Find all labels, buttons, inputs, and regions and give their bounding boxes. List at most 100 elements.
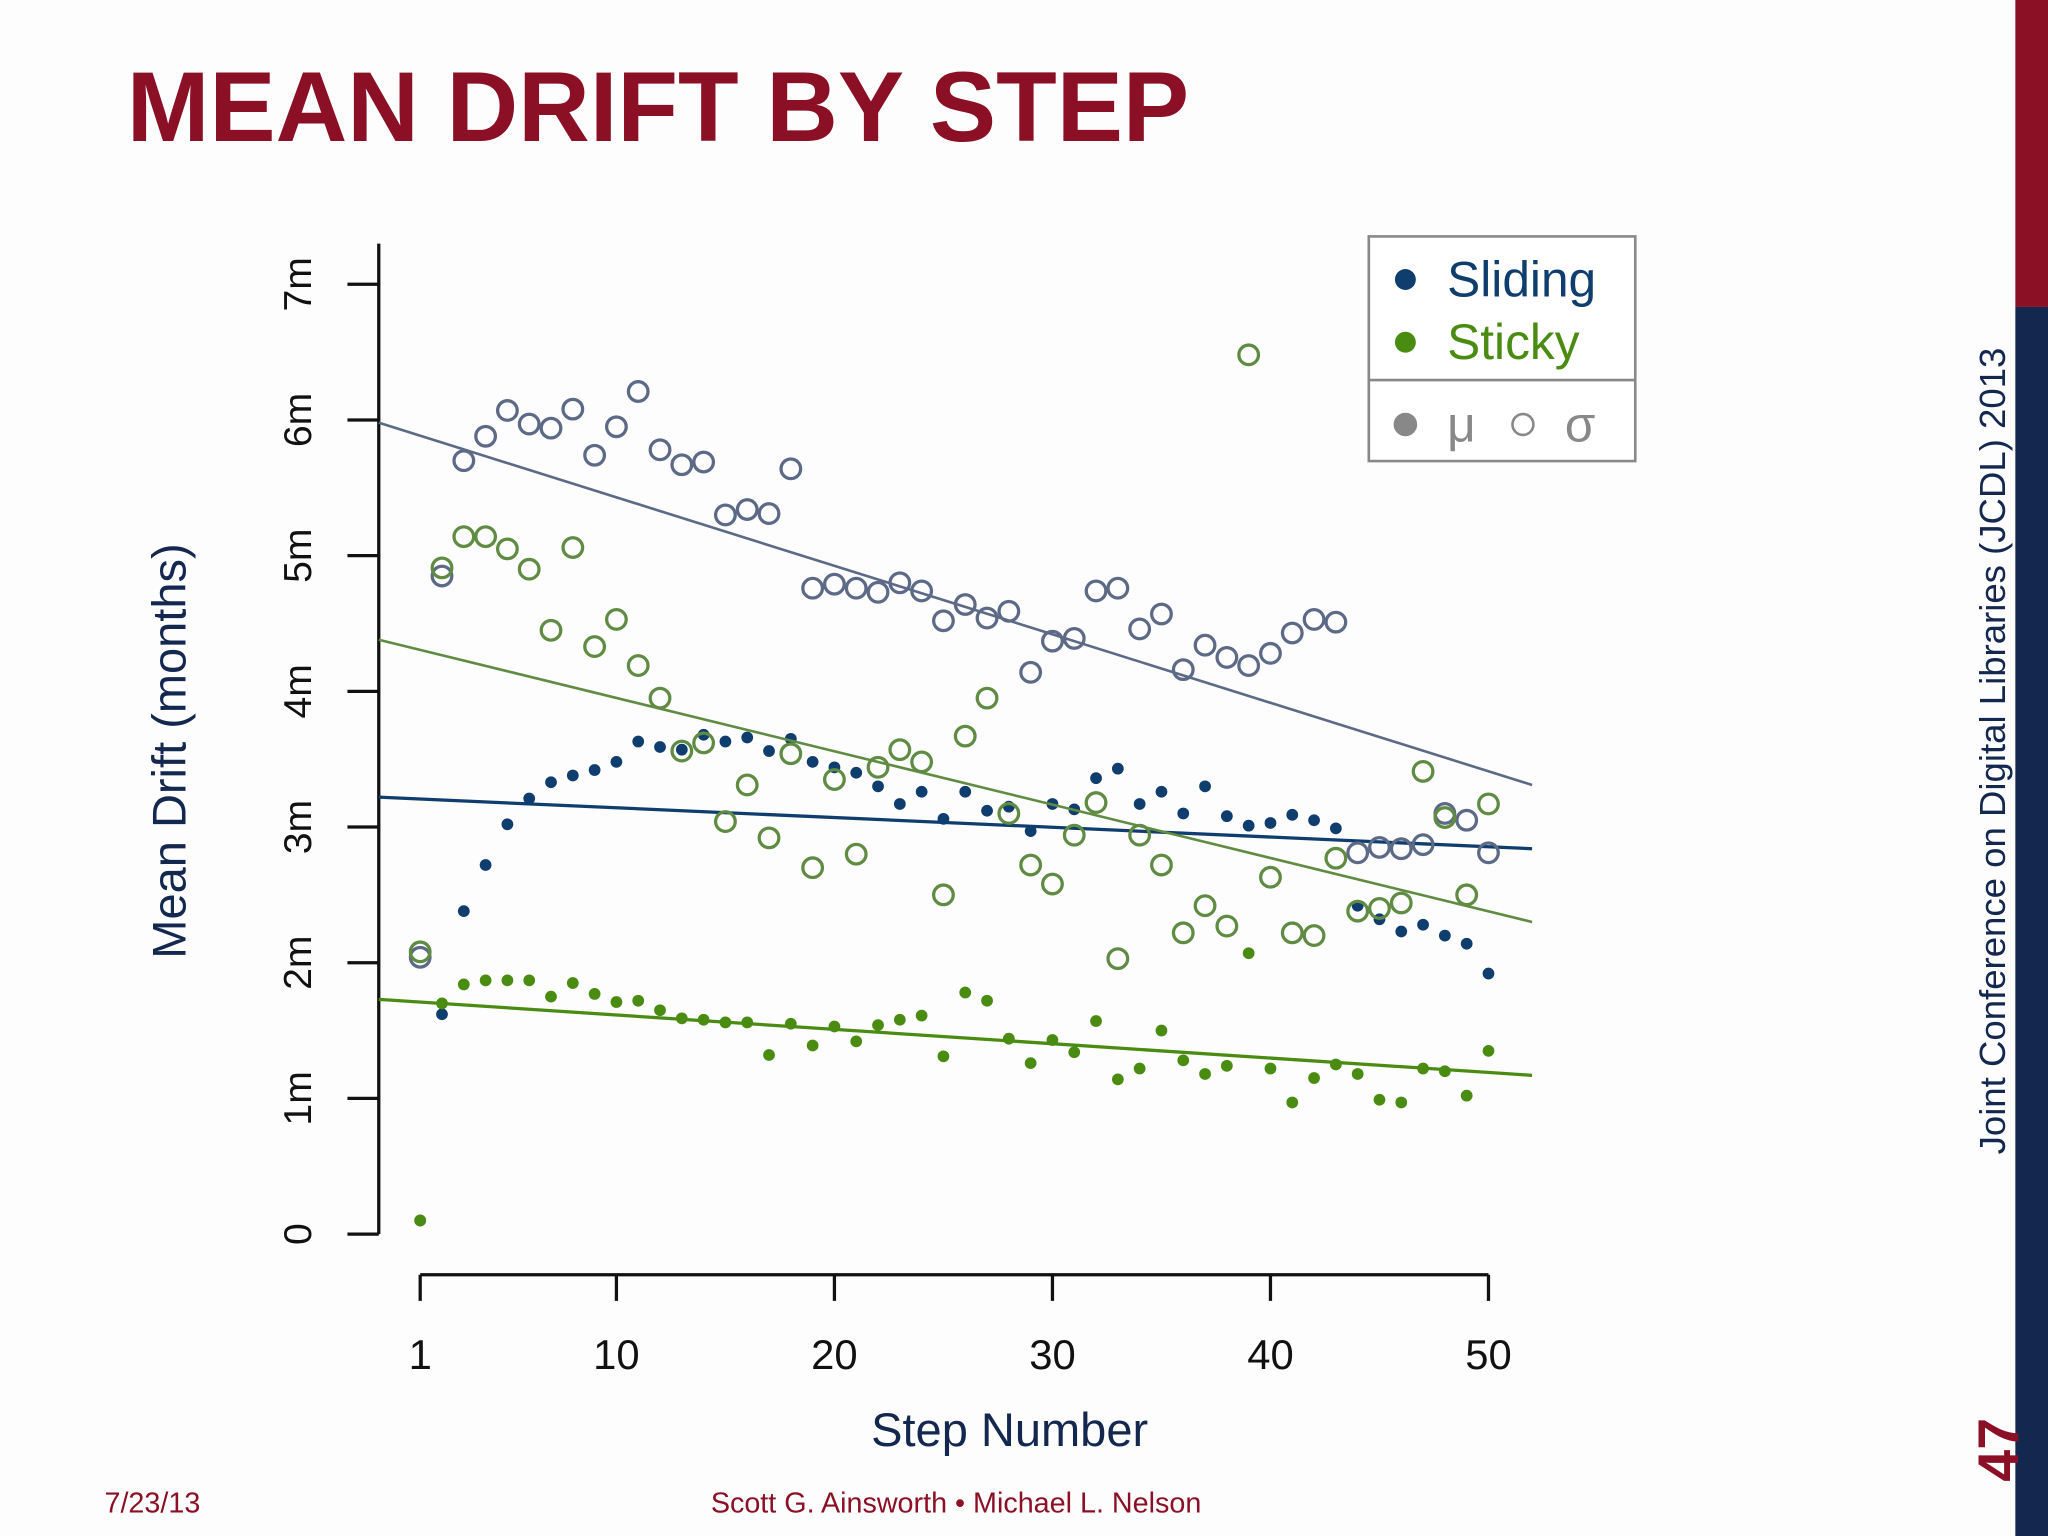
sd-point: [452, 449, 476, 473]
sd-point: [452, 525, 476, 549]
mean-point: [501, 974, 514, 987]
mean-point: [545, 990, 557, 1003]
sd-point: [713, 810, 737, 834]
sd-point: [583, 635, 607, 658]
y-tick-label: 3m: [277, 800, 320, 854]
y-tick-label: 5m: [277, 528, 320, 582]
mean-point: [566, 977, 579, 989]
y-tick-label: 4m: [277, 664, 320, 718]
sd-point: [801, 576, 825, 600]
sd-point: [1193, 633, 1217, 657]
sd-point: [474, 525, 498, 549]
mean-point: [588, 988, 601, 1000]
mean-point: [915, 1009, 928, 1022]
sd-point: [1237, 654, 1261, 677]
mean-fit-line: [378, 795, 1533, 851]
sd-point: [757, 826, 781, 850]
sd-point: [779, 742, 803, 766]
mean-point: [1177, 807, 1190, 820]
mean-point: [828, 1020, 841, 1033]
sd-point: [1171, 921, 1195, 945]
sd-point: [975, 686, 999, 710]
x-tick-label: 40: [1247, 1331, 1293, 1378]
legend-marker: [1394, 331, 1416, 353]
sd-point: [1128, 617, 1152, 641]
mean-point: [479, 859, 492, 871]
sd-point: [975, 606, 999, 630]
x-axis-label: Step Number: [871, 1403, 1148, 1456]
sd-point: [844, 842, 868, 866]
mean-point: [697, 1013, 710, 1026]
sd-point: [1433, 806, 1457, 829]
mean-point: [719, 735, 732, 748]
y-tick-label: 0: [277, 1223, 320, 1245]
sd-point: [910, 750, 934, 774]
sd-point: [713, 503, 737, 527]
sd-point: [888, 571, 912, 595]
mean-point: [784, 1017, 797, 1030]
sd-point: [1150, 602, 1173, 626]
mean-point: [1286, 1096, 1299, 1109]
mean-point: [632, 994, 645, 1007]
date: 7/23/13: [104, 1487, 200, 1519]
mean-point: [1242, 947, 1255, 960]
sd-point: [1346, 841, 1370, 865]
mean-point: [981, 994, 993, 1007]
mean-point: [654, 741, 666, 753]
mean-point: [893, 1013, 906, 1026]
sd-point: [1106, 947, 1130, 971]
sd-point: [1477, 792, 1500, 816]
mean-point: [436, 1008, 448, 1021]
sd-point: [1455, 808, 1479, 832]
mean-point: [1264, 817, 1277, 829]
sd-point: [626, 380, 650, 403]
mean-point: [959, 986, 972, 999]
mean-point: [501, 818, 514, 831]
x-tick-label: 1: [409, 1331, 432, 1378]
mean-point: [937, 813, 950, 825]
sd-point: [1389, 837, 1413, 861]
x-tick-label: 50: [1465, 1331, 1511, 1378]
sd-point: [1411, 833, 1435, 857]
mean-point: [1090, 772, 1102, 785]
sd-point: [430, 556, 454, 580]
y-tick-label: 1m: [277, 1071, 320, 1125]
mean-point: [806, 1039, 819, 1052]
mean-point: [1133, 798, 1146, 810]
mean-point: [1417, 1062, 1429, 1075]
sd-point: [1193, 894, 1217, 918]
sd-point: [801, 856, 825, 880]
sd-point: [735, 773, 759, 797]
sd-point: [539, 618, 563, 642]
mean-point: [610, 756, 623, 768]
mean-point: [1220, 1059, 1233, 1072]
sd-point: [779, 457, 803, 481]
sd-point: [561, 536, 585, 559]
y-tick-label: 7m: [277, 257, 320, 311]
x-tick-label: 20: [811, 1331, 857, 1378]
sd-point: [735, 498, 759, 521]
sd-point: [1106, 576, 1130, 600]
sd-point: [648, 438, 672, 462]
x-tick-label: 10: [593, 1331, 639, 1378]
mean-point: [1177, 1054, 1190, 1067]
sd-point: [670, 739, 694, 763]
sd-point: [539, 416, 563, 440]
sd-point: [1062, 823, 1086, 847]
mean-point: [414, 1214, 427, 1227]
mean-point: [1395, 1096, 1408, 1109]
sd-point: [1280, 921, 1304, 945]
sd-point: [604, 415, 628, 439]
mean-point: [1482, 1045, 1495, 1057]
sd-point: [1171, 658, 1195, 682]
sd-point: [1019, 660, 1043, 684]
sd-point: [517, 412, 541, 436]
mean-point: [632, 735, 645, 748]
sd-point: [888, 738, 912, 762]
sd-point: [626, 654, 650, 677]
legend-marker: [1394, 269, 1416, 290]
page-number: 47: [1967, 1418, 2031, 1482]
sd-point: [561, 397, 585, 421]
mean-point: [654, 1004, 666, 1017]
mean-point: [697, 728, 710, 741]
